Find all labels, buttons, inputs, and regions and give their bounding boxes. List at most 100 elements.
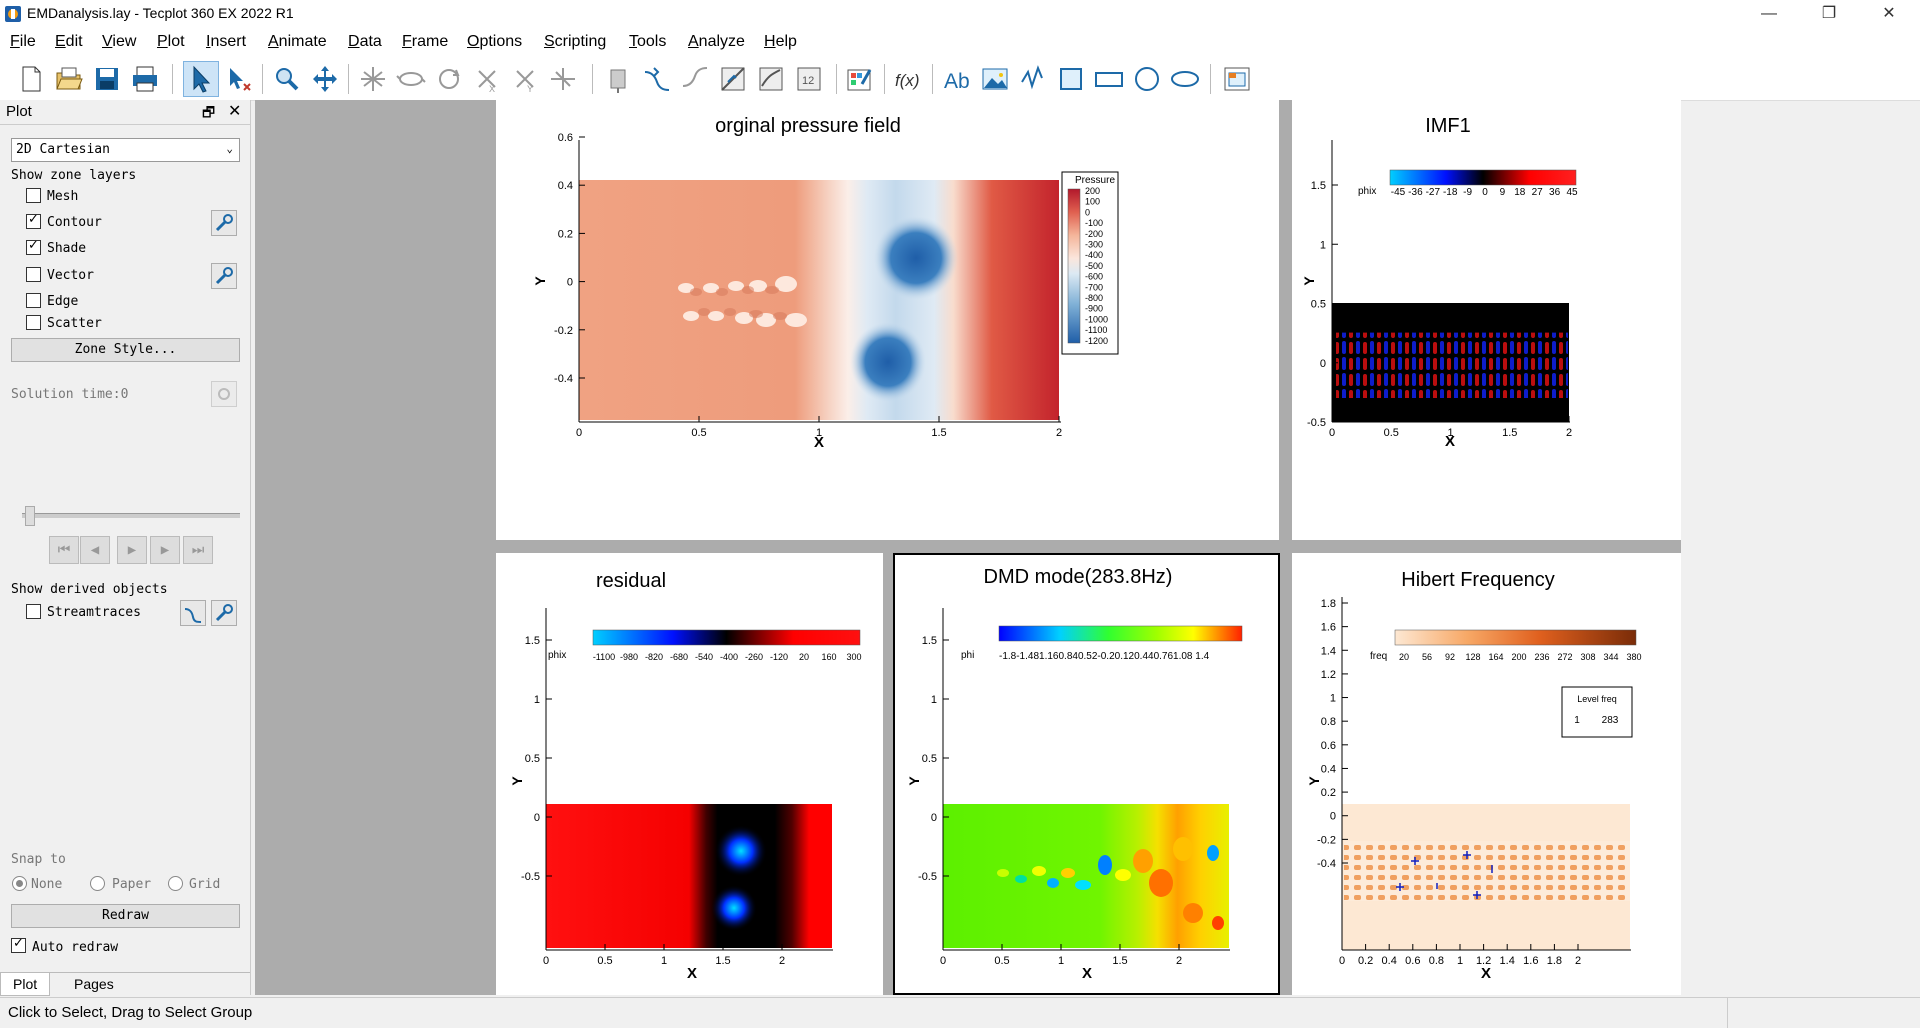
rotate-spherical-icon[interactable] [356,62,390,96]
menu-insert[interactable]: Insert [206,33,247,50]
add-polyline-icon[interactable] [1016,62,1050,96]
contour-details-button[interactable] [211,210,237,236]
mesh-checkbox[interactable] [26,188,41,203]
menu-animate[interactable]: Animate [268,33,327,50]
x-tick-label: 0.5 [994,955,1009,967]
save-layout-icon[interactable] [90,62,124,96]
snap-paper-radio[interactable] [90,876,105,891]
rotate-x-icon[interactable]: X [470,62,504,96]
contour-label-icon[interactable]: 12 [792,62,826,96]
y-tick-label: 0.2 [1321,787,1336,799]
auto-redraw-checkbox[interactable] [11,936,26,953]
menu-analyze[interactable]: Analyze [688,33,745,50]
equation-icon[interactable]: f(x) [890,62,924,96]
menu-data[interactable]: Data [348,33,382,50]
last-step-icon[interactable]: ⏭ [183,536,213,564]
legend-level-label: -500 [1085,261,1103,271]
svg-text:Ab: Ab [944,70,970,93]
dmd-frame[interactable]: DMD mode(283.8Hz) phi -1.8-1.481.160.840… [893,553,1280,995]
y-tick-label: -0.2 [1317,834,1336,846]
vortex-shadows [690,286,787,320]
menu-help[interactable]: Help [764,33,797,50]
print-icon[interactable] [128,62,162,96]
first-step-icon[interactable]: ⏮ [49,536,79,564]
play-icon[interactable]: ▶ [117,536,147,564]
streamtrace-details-button[interactable] [211,600,237,626]
tab-plot[interactable]: Plot [0,973,51,996]
add-ellipse-icon[interactable] [1168,62,1202,96]
add-frame-icon[interactable] [1220,62,1254,96]
rotate-twist-icon[interactable] [432,62,466,96]
residual-frame[interactable]: residual phix -1100 -980 -820 -680 -540 -400-… [496,553,883,995]
tab-pages[interactable]: Pages [74,976,114,992]
menu-scripting[interactable]: Scripting [544,33,607,50]
adjustor-icon[interactable] [222,62,256,96]
new-layout-icon[interactable] [14,62,48,96]
translate-icon[interactable] [308,62,342,96]
show-derived-objects-label: Show derived objects [11,582,168,597]
menu-options[interactable]: Options [467,33,523,50]
redraw-button[interactable]: Redraw [11,904,240,928]
streamtrace-place-icon[interactable] [640,62,674,96]
legend-level-label: -100 [1085,218,1103,228]
legend-level-label: 160 [821,652,836,662]
streamtraces-checkbox[interactable] [26,604,41,619]
probe-icon[interactable] [602,62,636,96]
hilbert-markers [1396,851,1493,899]
zone-style-button[interactable]: Zone Style... [11,338,240,362]
slider-thumb[interactable] [25,506,35,526]
menu-file[interactable]: File [10,33,36,50]
select-arrow-icon[interactable] [183,61,219,97]
shade-checkbox[interactable] [26,238,41,255]
quick-edit-icon[interactable] [842,62,876,96]
open-layout-icon[interactable] [52,62,86,96]
pressure-frame[interactable]: orginal pressure field 0 0.5 1 1.5 2 0.6 0.4 0… [496,100,1279,540]
contour-checkbox[interactable] [26,212,41,229]
solution-time-settings-button[interactable] [211,381,237,407]
add-rectangle-icon[interactable] [1092,62,1126,96]
add-text-icon[interactable]: Ab [940,62,974,96]
workspace[interactable]: orginal pressure field 0 0.5 1 1.5 2 0.6 0.4 0… [255,100,1681,995]
add-circle-icon[interactable] [1130,62,1164,96]
step-forward-icon[interactable]: ▶ [150,536,180,564]
zoom-icon[interactable] [270,62,304,96]
plot-type-select[interactable]: 2D Cartesian ⌄ [11,138,240,162]
add-image-icon[interactable] [978,62,1012,96]
maximize-button[interactable]: ❐ [1821,5,1837,22]
close-button[interactable]: ✕ [1882,5,1896,22]
sidebar-tabs: Plot Pages [0,972,250,996]
scatter-checkbox[interactable] [26,315,41,330]
edge-checkbox[interactable] [26,293,41,308]
x-tick-label: 1 [816,427,822,439]
hilbert-frame[interactable]: Hibert Frequency freq 20 56 92 128 164 200 236… [1292,553,1681,995]
streamtrace-tool-button[interactable] [180,600,206,626]
vector-details-button[interactable] [211,263,237,289]
menu-view[interactable]: View [102,33,137,50]
solution-time-slider[interactable] [22,506,240,526]
legend-level-label: -300 [1085,240,1103,250]
rotate-z-icon[interactable] [546,62,580,96]
add-square-icon[interactable] [1054,62,1088,96]
hilbert-band-pattern [1344,841,1630,901]
legend-level-label: -1100 [1085,325,1107,335]
rotate-y-icon[interactable]: Y [508,62,542,96]
menu-plot[interactable]: Plot [157,33,185,50]
iso-surface-icon[interactable] [754,62,788,96]
menu-frame[interactable]: Frame [402,33,449,50]
snap-grid-radio[interactable] [168,876,183,891]
step-back-icon[interactable]: ◀ [80,536,110,564]
menu-tools[interactable]: Tools [629,33,667,50]
slice-icon[interactable] [716,62,750,96]
y-tick-label: 0.5 [922,753,937,765]
snap-none-radio[interactable] [12,876,27,891]
minimize-button[interactable]: — [1761,5,1777,22]
hilbert-x-ticks: 0 0.2 0.4 0.6 0.8 1 1.2 1.4 1.6 1.8 2 [1339,944,1581,967]
menu-edit[interactable]: Edit [55,33,83,50]
vector-checkbox[interactable] [26,267,41,282]
x-tick-label: 1.5 [931,427,946,439]
undock-icon[interactable]: 🗗 [202,104,216,120]
rotate-rollerball-icon[interactable] [394,62,428,96]
streamtrace-rake-icon[interactable] [678,62,712,96]
imf1-frame[interactable]: IMF1 phix -45 -36 -27 -18 -9 0 9 18 27 36 45 0 0.5 1… [1292,100,1681,540]
close-sidebar-icon[interactable]: ✕ [228,103,242,120]
